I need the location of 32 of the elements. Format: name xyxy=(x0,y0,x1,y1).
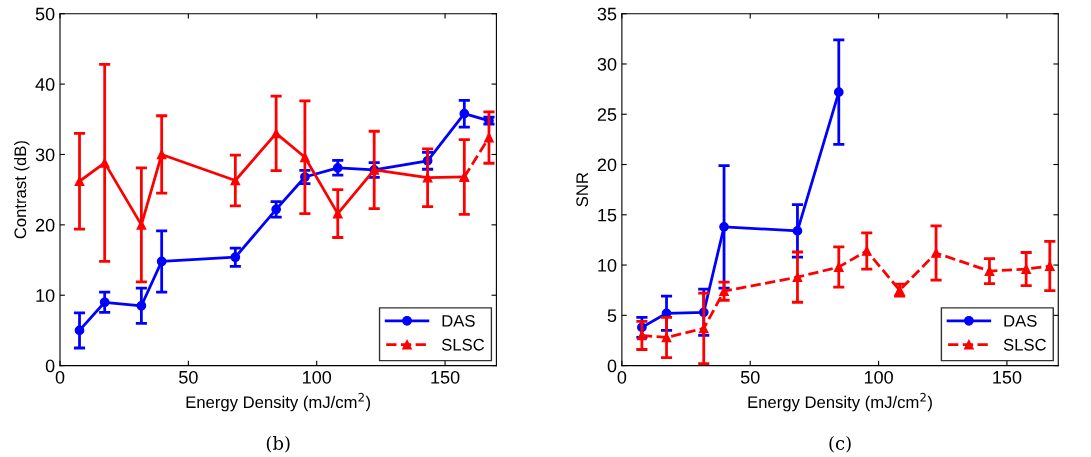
legend-label: SLSC xyxy=(441,338,485,351)
y-tick-label: 0 xyxy=(607,359,617,373)
y-tick-label: 10 xyxy=(36,289,55,302)
y-tick-label: 20 xyxy=(597,158,617,172)
legend-label: SLSC xyxy=(1003,338,1046,351)
y-tick-label: 35 xyxy=(597,7,617,21)
y-axis-title: SNR xyxy=(576,172,589,207)
x-tick-label: 100 xyxy=(864,370,893,384)
y-tick-label: 50 xyxy=(35,7,55,21)
y-tick-label: 20 xyxy=(35,218,55,232)
text: (c) xyxy=(829,435,851,453)
x-tick-label: 50 xyxy=(740,370,760,384)
x-axis-title: Energy Density (mJ/cm$^{2}$) xyxy=(186,392,371,412)
x-tick-label: 150 xyxy=(993,370,1022,384)
y-tick-label: 30 xyxy=(35,148,55,162)
legend-label: DAS xyxy=(1004,314,1037,327)
y-tick-label: 40 xyxy=(35,78,55,91)
text: (b) xyxy=(266,435,290,453)
x-tick-label: 0 xyxy=(617,370,627,384)
legend-label: DAS xyxy=(442,314,475,327)
y-axis-title: Contrast (dB) xyxy=(13,141,30,239)
y-tick-label: 15 xyxy=(598,208,617,222)
y-tick-label: 25 xyxy=(597,108,617,121)
y-tick-label: 30 xyxy=(597,57,617,71)
y-tick-label: 10 xyxy=(598,258,617,272)
x-tick-label: 50 xyxy=(179,370,198,384)
x-tick-label: 150 xyxy=(431,370,460,384)
x-tick-label: 0 xyxy=(55,370,65,384)
y-tick-label: 0 xyxy=(45,359,55,373)
y-tick-label: 5 xyxy=(607,309,617,323)
x-axis-title: Energy Density (mJ/cm$^{2}$) xyxy=(748,392,932,412)
x-tick-label: 100 xyxy=(303,370,332,384)
